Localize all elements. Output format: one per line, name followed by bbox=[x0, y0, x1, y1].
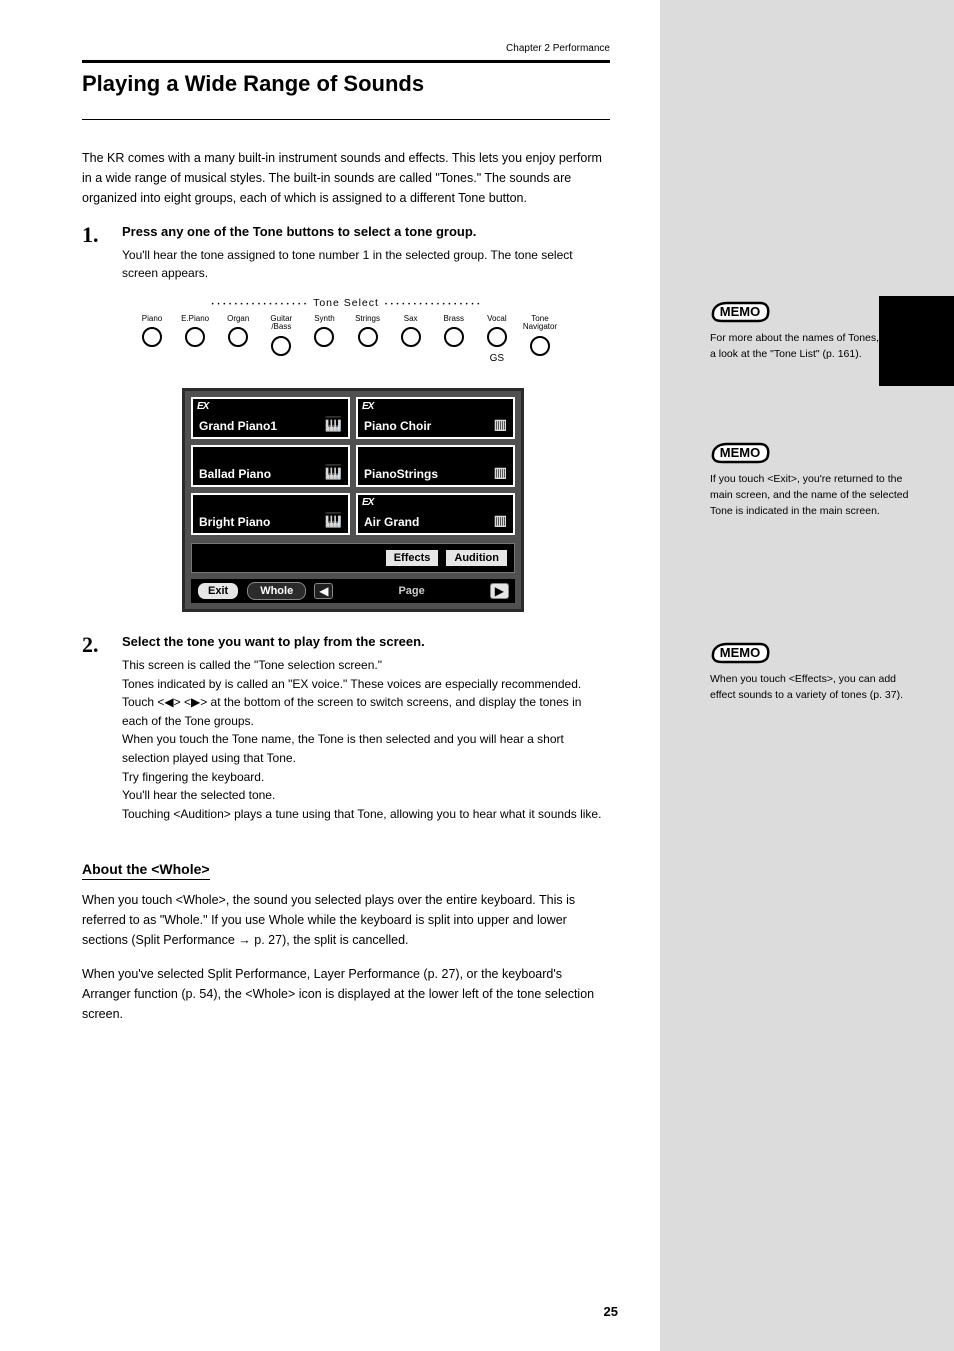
step-number-2: 2. bbox=[82, 632, 108, 823]
tone-button[interactable]: Vocal GS bbox=[476, 315, 518, 365]
whole-button[interactable]: Whole bbox=[247, 582, 306, 600]
memo-icon: MEMO bbox=[710, 297, 770, 325]
layer-icon: ▥ bbox=[494, 512, 507, 529]
lcd-tone-item[interactable]: Bright Piano 🎹 bbox=[191, 493, 350, 535]
tone-button-label: Organ bbox=[227, 315, 249, 324]
memo-icon: MEMO bbox=[710, 438, 770, 466]
tone-button-label: Piano bbox=[142, 315, 162, 324]
memo-3-text: When you touch <Effects>, you can add ef… bbox=[710, 672, 910, 704]
lcd-tone-item[interactable]: Ballad Piano 🎹 bbox=[191, 445, 350, 487]
ex-badge: EX bbox=[362, 497, 373, 508]
tone-button-circle bbox=[142, 327, 162, 347]
audition-button[interactable]: Audition bbox=[445, 549, 508, 567]
step-number-1: 1. bbox=[82, 222, 108, 283]
tone-button-label: Guitar /Bass bbox=[270, 315, 292, 333]
tone-button-label: Strings bbox=[355, 315, 380, 324]
tone-button[interactable]: Guitar /Bass bbox=[260, 315, 302, 365]
memo-1: MEMO For more about the names of Tones, … bbox=[710, 297, 910, 363]
step2-line6: You'll hear the selected tone. bbox=[122, 786, 610, 805]
memo-3: MEMO When you touch <Effects>, you can a… bbox=[710, 638, 910, 704]
memo-2-text: If you touch <Exit>, you're returned to … bbox=[710, 472, 910, 519]
tone-select-label: Tone Select bbox=[307, 297, 385, 309]
step2-line5: Try fingering the keyboard. bbox=[122, 768, 610, 787]
tone-button-label: Sax bbox=[404, 315, 418, 324]
lcd-tone-name: Bright Piano bbox=[199, 515, 270, 529]
step2-primary: Select the tone you want to play from th… bbox=[122, 632, 610, 652]
piano-icon: 🎹 bbox=[325, 512, 342, 529]
tone-button-circle bbox=[487, 327, 507, 347]
page-number: 25 bbox=[604, 1304, 618, 1319]
chapter-header: Chapter 2 Performance bbox=[82, 43, 610, 54]
lcd-tone-name: Air Grand bbox=[364, 515, 419, 529]
rule-thin bbox=[82, 119, 610, 120]
tone-button[interactable]: Piano bbox=[131, 315, 173, 365]
tone-button[interactable]: Organ bbox=[217, 315, 259, 365]
piano-icon: 🎹 bbox=[325, 464, 342, 481]
step2-line3: Touch <◀> <▶> at the bottom of the scree… bbox=[122, 693, 610, 730]
step2-line2: Tones indicated by is called an "EX voic… bbox=[122, 675, 610, 694]
lcd-tone-item[interactable]: EX Piano Choir ▥ bbox=[356, 397, 515, 439]
svg-text:MEMO: MEMO bbox=[720, 445, 760, 460]
step2-line1: This screen is called the "Tone selectio… bbox=[122, 656, 610, 675]
tone-button-label: Synth bbox=[314, 315, 334, 324]
page-prev-button[interactable]: ◀ bbox=[314, 583, 333, 599]
lcd-tone-item[interactable]: PianoStrings ▥ bbox=[356, 445, 515, 487]
lcd-tone-name: Grand Piano1 bbox=[199, 419, 277, 433]
lcd-tone-name: Piano Choir bbox=[364, 419, 431, 433]
tone-button-label: Tone Navigator bbox=[523, 315, 557, 333]
about-whole-title: About the <Whole> bbox=[82, 861, 210, 880]
lcd-tone-item[interactable]: EX Grand Piano1 🎹 bbox=[191, 397, 350, 439]
svg-text:MEMO: MEMO bbox=[720, 304, 760, 319]
tone-button[interactable]: E.Piano bbox=[174, 315, 216, 365]
tone-button-circle bbox=[228, 327, 248, 347]
svg-text:MEMO: MEMO bbox=[720, 645, 760, 660]
memo-1-text: For more about the names of Tones, take … bbox=[710, 331, 910, 363]
tone-button-label: Vocal bbox=[487, 315, 507, 324]
tone-button-circle bbox=[530, 336, 550, 356]
tone-button-circle bbox=[271, 336, 291, 356]
tone-button[interactable]: Sax bbox=[390, 315, 432, 365]
tone-button[interactable]: Strings bbox=[347, 315, 389, 365]
exit-button[interactable]: Exit bbox=[197, 582, 239, 600]
rule-thick bbox=[82, 60, 610, 63]
effects-button[interactable]: Effects bbox=[385, 549, 440, 567]
step2-line4: When you touch the Tone name, the Tone i… bbox=[122, 730, 610, 767]
layer-icon: ▥ bbox=[494, 416, 507, 433]
lcd-screen: EX Grand Piano1 🎹 EX Piano Choir ▥ Ballad Pian… bbox=[182, 388, 524, 612]
about-whole-p2: When you've selected Split Performance, … bbox=[82, 964, 610, 1024]
tone-button[interactable]: Synth bbox=[303, 315, 345, 365]
tone-button-circle bbox=[314, 327, 334, 347]
piano-icon: 🎹 bbox=[325, 416, 342, 433]
step1-secondary: You'll hear the tone assigned to tone nu… bbox=[122, 246, 610, 283]
memo-2: MEMO If you touch <Exit>, you're returne… bbox=[710, 438, 910, 519]
ex-badge: EX bbox=[362, 401, 373, 412]
tone-button-sub: GS bbox=[490, 353, 504, 364]
layer-icon: ▥ bbox=[494, 464, 507, 481]
about-whole-p1: When you touch <Whole>, the sound you se… bbox=[82, 890, 610, 950]
step2-line7: Touching <Audition> plays a tune using t… bbox=[122, 805, 610, 824]
intro-paragraph: The KR comes with a many built-in instru… bbox=[82, 148, 610, 208]
tone-button-circle bbox=[185, 327, 205, 347]
tone-button-circle bbox=[401, 327, 421, 347]
ex-badge: EX bbox=[197, 401, 208, 412]
tone-button[interactable]: Brass bbox=[433, 315, 475, 365]
step1-primary: Press any one of the Tone buttons to sel… bbox=[122, 222, 610, 242]
tone-button-circle bbox=[358, 327, 378, 347]
tone-select-figure: Tone Select Piano E.Piano Organ Guitar /Bas… bbox=[131, 297, 561, 365]
lcd-tone-item[interactable]: EX Air Grand ▥ bbox=[356, 493, 515, 535]
lcd-tone-name: PianoStrings bbox=[364, 467, 438, 481]
tone-button-label: E.Piano bbox=[181, 315, 209, 324]
section-title: Playing a Wide Range of Sounds bbox=[82, 71, 610, 97]
tone-button-circle bbox=[444, 327, 464, 347]
lcd-tone-name: Ballad Piano bbox=[199, 467, 271, 481]
memo-icon: MEMO bbox=[710, 638, 770, 666]
page-label: Page bbox=[341, 585, 481, 597]
page-next-button[interactable]: ▶ bbox=[490, 583, 509, 599]
tone-button[interactable]: Tone Navigator bbox=[519, 315, 561, 365]
tone-button-label: Brass bbox=[444, 315, 464, 324]
